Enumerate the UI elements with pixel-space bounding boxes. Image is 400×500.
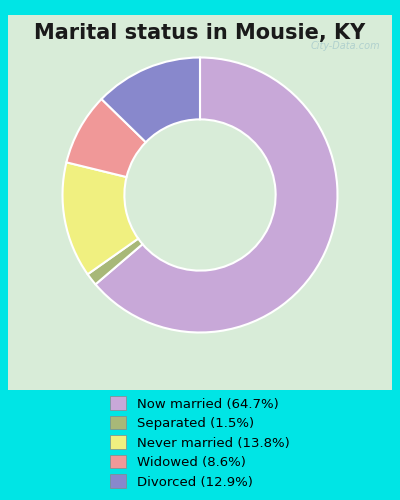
Legend: Now married (64.7%), Separated (1.5%), Never married (13.8%), Widowed (8.6%), Di: Now married (64.7%), Separated (1.5%), N…	[104, 390, 296, 495]
Text: City-Data.com: City-Data.com	[311, 42, 380, 51]
Wedge shape	[62, 162, 138, 274]
Wedge shape	[96, 58, 338, 332]
Wedge shape	[88, 238, 142, 284]
Wedge shape	[66, 99, 146, 177]
Text: Marital status in Mousie, KY: Marital status in Mousie, KY	[34, 22, 366, 42]
Wedge shape	[102, 58, 200, 142]
